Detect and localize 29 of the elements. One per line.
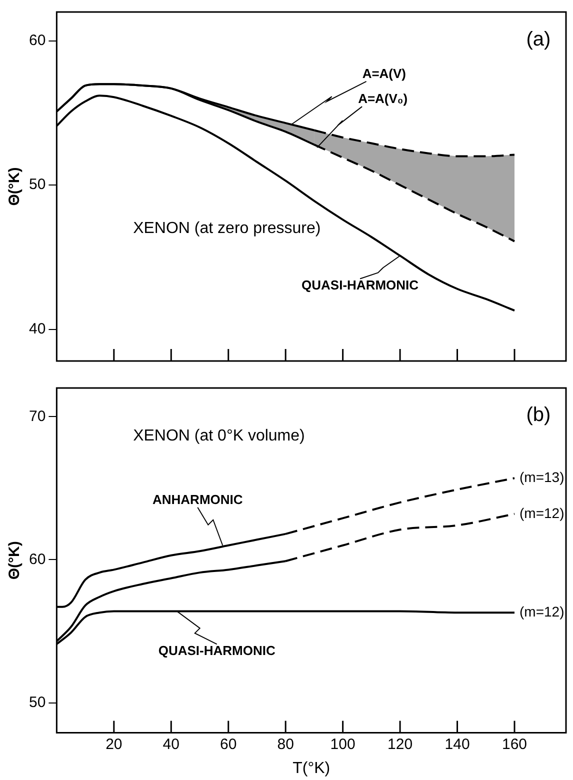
annotation: QUASI-HARMONIC xyxy=(158,642,276,658)
annotation: (m=12) xyxy=(519,504,564,521)
annotation: (m=12) xyxy=(519,603,564,620)
y-tick-label: 50 xyxy=(28,176,46,194)
annotation: (b) xyxy=(526,404,551,426)
y-tick-label: 70 xyxy=(28,408,46,425)
annotation: QUASI-HARMONIC xyxy=(302,277,420,292)
annotation: XENON (at 0°K volume) xyxy=(133,428,305,445)
x-tick-label: 160 xyxy=(502,736,528,753)
y-tick-label: 50 xyxy=(28,694,46,711)
annotation: A=A(V) xyxy=(362,66,406,82)
annotation: (a) xyxy=(526,28,551,50)
y-tick-label: 60 xyxy=(28,550,46,568)
x-tick-label: 60 xyxy=(220,736,237,753)
annotation: XENON (at zero pressure) xyxy=(133,220,321,237)
annotation: (m=13) xyxy=(519,468,564,485)
annotation: A=A(V₀) xyxy=(358,91,408,106)
x-tick-label: 100 xyxy=(330,736,356,753)
x-tick-label: 120 xyxy=(388,736,413,753)
y-tick-label: 40 xyxy=(28,320,46,338)
x-tick-label: 20 xyxy=(106,736,122,753)
x-axis-title: T(°K) xyxy=(292,760,330,777)
y-tick-label: 60 xyxy=(28,32,46,49)
x-tick-label: 80 xyxy=(277,736,294,753)
x-tick-label: 40 xyxy=(162,736,180,753)
x-tick-label: 140 xyxy=(444,736,470,753)
y-axis-title: Θ(°K) xyxy=(6,541,24,580)
annotation: ANHARMONIC xyxy=(152,492,244,507)
y-axis-title: Θ(°K) xyxy=(6,167,24,206)
